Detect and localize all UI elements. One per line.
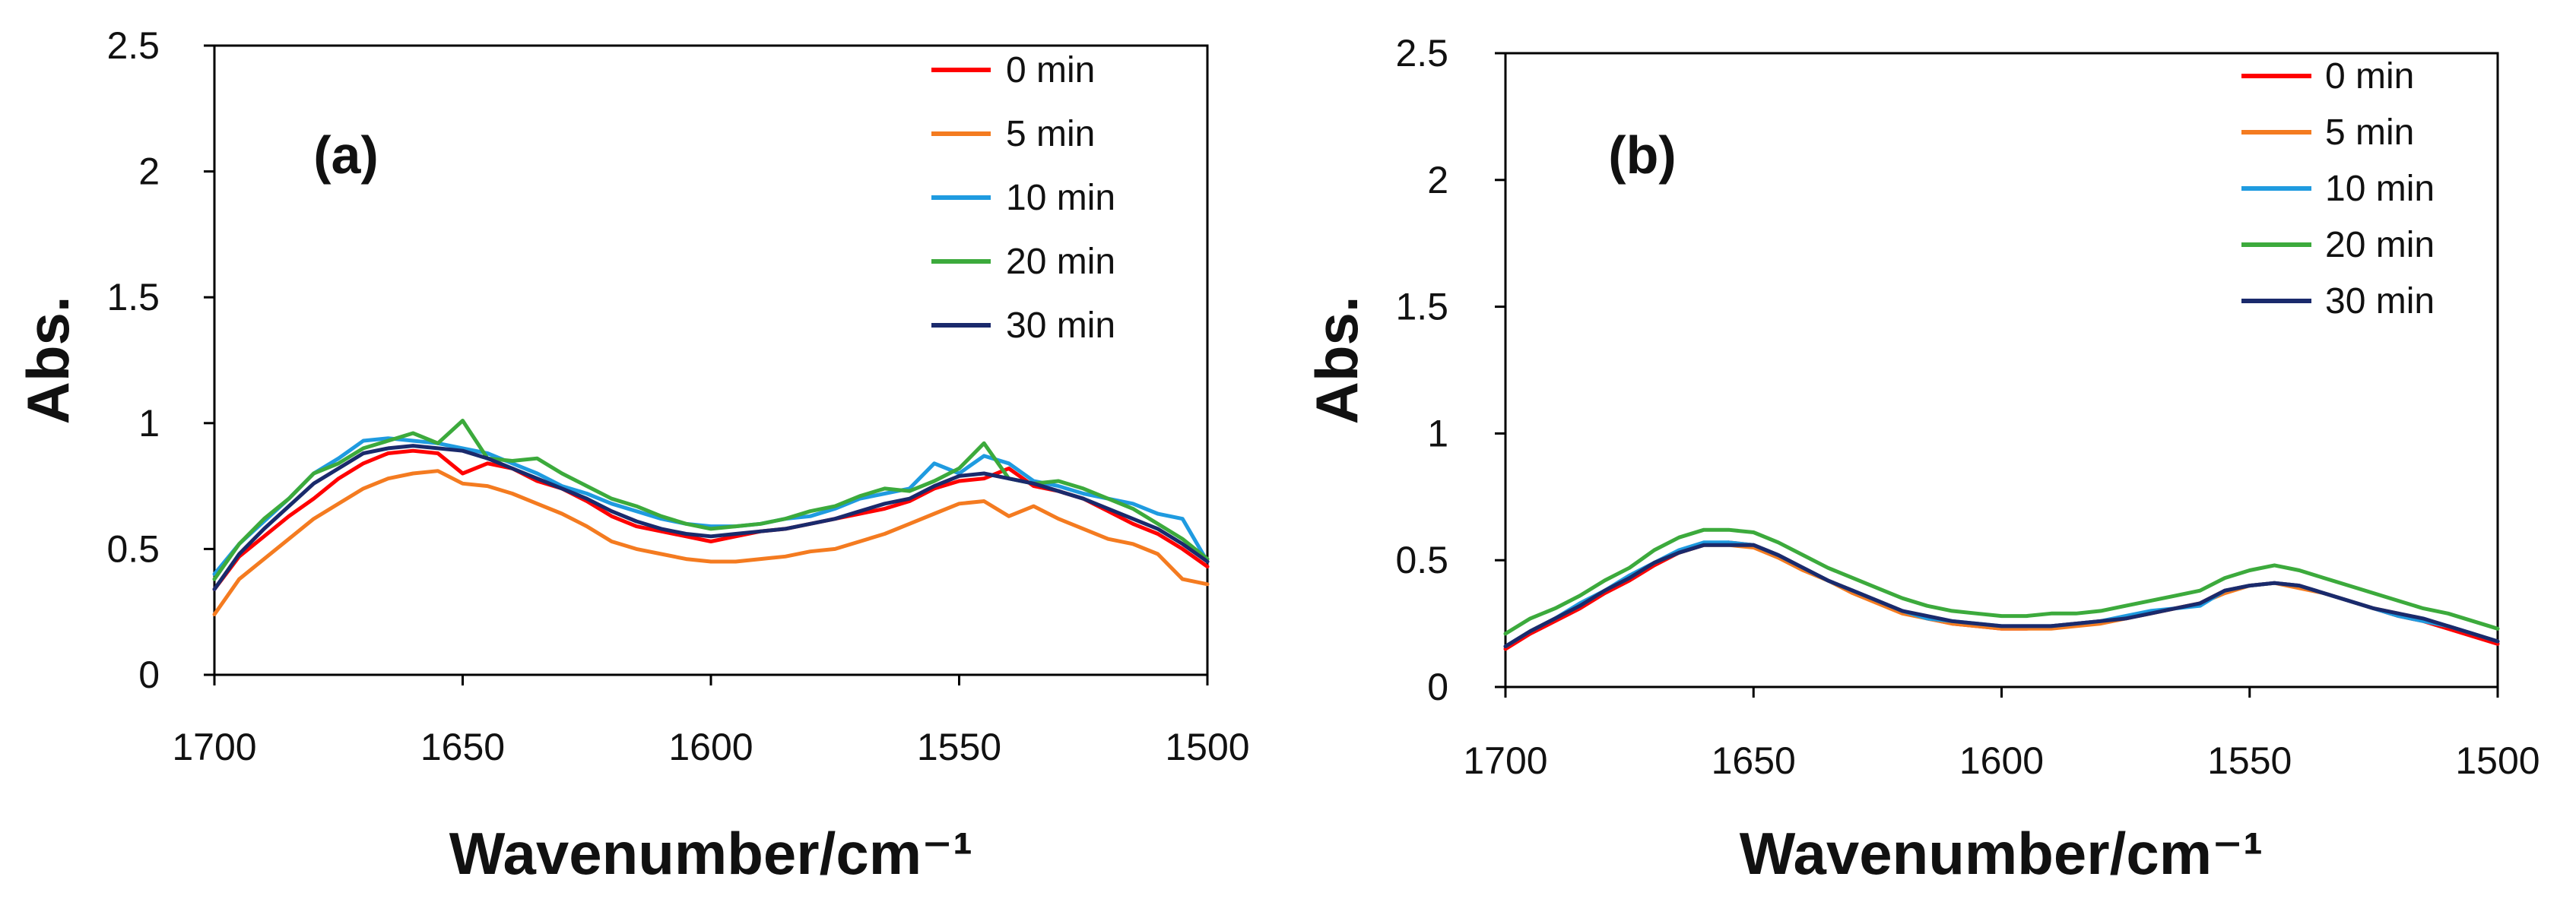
chart-panel-b: 0 0.5 1 1.5 2 2.5 1700 1650 1600 1550 1500 0 min 5 m… [1303,32,2540,887]
x-tick-label: 1500 [2455,739,2540,782]
series-line-a-10-min [212,436,1210,576]
y-axis-title: Abs. [14,296,81,424]
series-line-b-0-min [1503,540,2500,651]
x-tick-label: 1700 [172,726,256,768]
y-tick-label: 0.5 [106,527,160,570]
legend-label: 5 min [2325,112,2414,153]
y-tick-label: 0.5 [1395,539,1448,581]
y-axis-title: Abs. [1303,296,1370,424]
y-tick-label: 2.5 [1395,32,1448,74]
y-tick-label: 2.5 [106,24,160,67]
legend-label: 5 min [1006,114,1095,154]
legend-label: 10 min [2325,169,2435,209]
legend-label: 30 min [2325,281,2435,321]
series-line-b-20-min [1503,527,2500,636]
series-line-b-30-min [1503,543,2500,649]
legend-label: 0 min [1006,50,1095,90]
x-tick-label: 1550 [2207,739,2292,782]
series-line-b-10-min [1503,540,2500,649]
legend-label: 0 min [2325,56,2414,97]
legend: 0 min 5 min 10 min 20 min 30 min [931,50,1115,346]
series-line-a-30-min [212,444,1210,591]
legend: 0 min 5 min 10 min 20 min 30 min [2241,56,2435,321]
y-tick-label: 1.5 [106,276,160,318]
y-tick-label: 0 [138,654,160,696]
y-tick-label: 1.5 [1395,286,1448,328]
series-line-b-5-min [1503,543,2500,649]
legend-label: 20 min [1006,242,1115,282]
legend-label: 10 min [1006,178,1115,218]
y-tick-label: 2 [1427,159,1448,201]
x-tick-label: 1550 [917,726,1001,768]
panel-label: (a) [313,125,379,185]
series-line-a-5-min [212,469,1210,616]
x-tick-label: 1700 [1463,739,1547,782]
x-tick-label: 1600 [1959,739,2044,782]
x-tick-label: 1650 [1712,739,1796,782]
x-axis-title: Wavenumber/cm⁻¹ [1740,820,2263,887]
panel-label: (b) [1608,125,1676,185]
legend-label: 30 min [1006,305,1115,346]
x-axis-title: Wavenumber/cm⁻¹ [449,820,972,887]
chart-panel-a: 0 0.5 1 1.5 2 2.5 1700 1650 1600 1550 1500 0 min 5 m… [14,24,1250,887]
legend-label: 20 min [2325,225,2435,265]
y-tick-label: 2 [138,150,160,193]
y-tick-label: 1 [138,402,160,445]
x-tick-label: 1650 [420,726,505,768]
series-line-a-20-min [212,419,1210,581]
x-tick-label: 1600 [668,726,753,768]
y-tick-label: 1 [1427,412,1448,454]
x-tick-label: 1500 [1165,726,1249,768]
y-tick-label: 0 [1427,666,1448,708]
